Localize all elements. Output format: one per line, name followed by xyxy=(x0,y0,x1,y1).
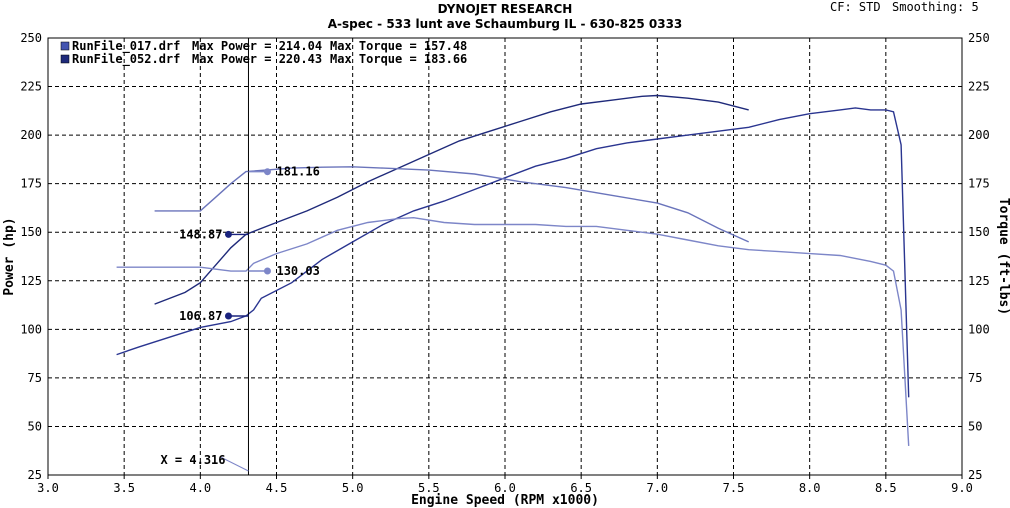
y-tick-label-right: 225 xyxy=(968,80,990,94)
y-tick-label-right: 75 xyxy=(968,371,982,385)
y-tick-label-right: 100 xyxy=(968,322,990,336)
cursor-tail xyxy=(220,456,249,472)
y-tick-label-right: 25 xyxy=(968,468,982,482)
x-tick-label: 7.5 xyxy=(723,481,745,495)
legend-file: RunFile_052.drf xyxy=(72,52,180,67)
x-tick-label: 6.5 xyxy=(570,481,592,495)
marker-dot xyxy=(263,267,271,275)
x-tick-label: 3.5 xyxy=(113,481,135,495)
y-tick-label-left: 250 xyxy=(20,31,42,45)
legend-file: RunFile_017.drf xyxy=(72,39,180,54)
chart-subtitle: A-spec - 533 lunt ave Schaumburg IL - 63… xyxy=(327,17,683,31)
y-tick-label-right: 125 xyxy=(968,274,990,288)
y-tick-label-right: 200 xyxy=(968,128,990,142)
x-tick-label: 8.5 xyxy=(875,481,897,495)
smoothing-label: Smoothing: 5 xyxy=(892,0,979,14)
legend-swatch xyxy=(60,54,70,64)
y-tick-label-right: 250 xyxy=(968,31,990,45)
x-tick-label: 5.0 xyxy=(342,481,364,495)
legend-max-torque: Max Torque = 183.66 xyxy=(330,52,467,66)
x-tick-label: 7.0 xyxy=(646,481,668,495)
x-axis-title: Engine Speed (RPM x1000) xyxy=(411,493,599,508)
y-tick-label-left: 225 xyxy=(20,80,42,94)
marker-dot xyxy=(263,168,271,176)
y-tick-label-left: 50 xyxy=(28,419,42,433)
x-tick-label: 4.5 xyxy=(266,481,288,495)
x-tick-label: 4.0 xyxy=(189,481,211,495)
legend-max-torque: Max Torque = 157.48 xyxy=(330,39,467,53)
marker-dot xyxy=(224,230,232,238)
legend-swatch xyxy=(60,41,70,51)
y-tick-label-right: 50 xyxy=(968,419,982,433)
cursor-label: X = 4.316 xyxy=(160,453,225,467)
x-tick-label: 6.0 xyxy=(494,481,516,495)
y-tick-label-left: 125 xyxy=(20,274,42,288)
y-tick-label-left: 25 xyxy=(28,468,42,482)
series-line-torque xyxy=(154,166,749,243)
cf-label: CF: STD xyxy=(830,0,881,14)
y-tick-label-right: 175 xyxy=(968,177,990,191)
x-tick-label: 5.5 xyxy=(418,481,440,495)
x-tick-label: 9.0 xyxy=(951,481,973,495)
y-tick-label-right: 150 xyxy=(968,225,990,239)
series-line-torque xyxy=(116,216,910,446)
marker-label: 106.87 xyxy=(179,309,222,323)
marker-dot xyxy=(224,312,232,320)
y-axis-title-right: Torque (ft-lbs) xyxy=(996,198,1010,315)
y-tick-label-left: 200 xyxy=(20,128,42,142)
y-tick-label-left: 175 xyxy=(20,177,42,191)
marker-label: 181.16 xyxy=(276,165,319,179)
marker-label: 130.03 xyxy=(276,264,319,278)
x-tick-label: 3.0 xyxy=(37,481,59,495)
marker-label: 148.87 xyxy=(179,227,222,241)
chart-title: DYNOJET RESEARCH xyxy=(437,2,573,16)
y-tick-label-left: 75 xyxy=(28,371,42,385)
series-line-power xyxy=(154,94,749,305)
y-tick-label-left: 100 xyxy=(20,322,42,336)
x-tick-label: 8.0 xyxy=(799,481,821,495)
y-axis-title-left: Power (hp) xyxy=(2,217,17,295)
legend-max-power: Max Power = 214.04 xyxy=(192,39,322,53)
legend-max-power: Max Power = 220.43 xyxy=(192,52,322,66)
y-tick-label-left: 150 xyxy=(20,225,42,239)
